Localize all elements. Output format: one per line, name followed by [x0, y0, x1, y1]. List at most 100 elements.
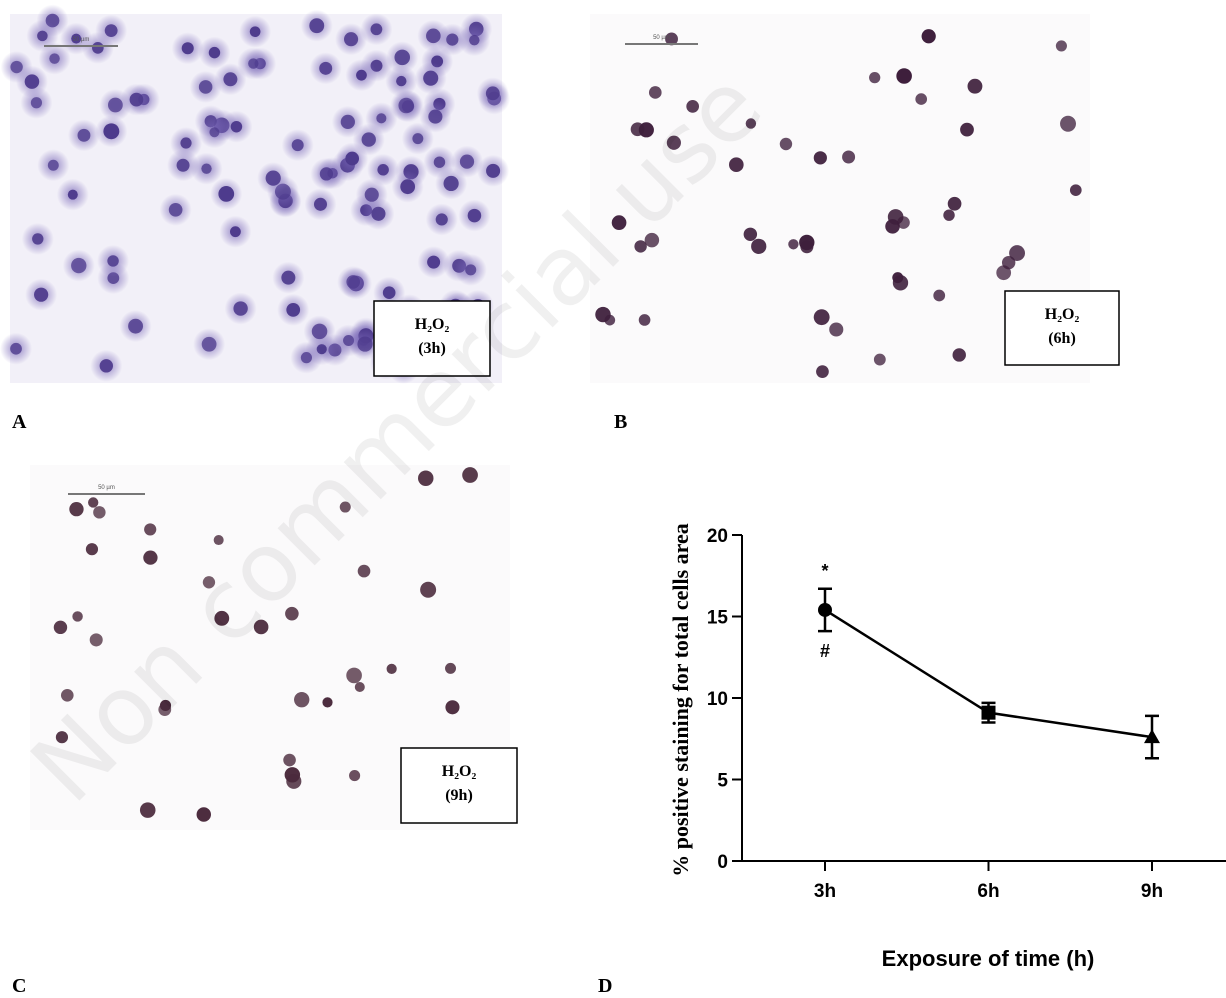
cell	[345, 151, 360, 166]
cell	[92, 42, 104, 54]
panel-label: C	[12, 975, 26, 997]
cell	[1055, 40, 1067, 52]
cell	[249, 26, 261, 38]
caption-box	[400, 747, 518, 824]
cell	[181, 42, 194, 55]
cell	[311, 323, 328, 340]
x-axis-title: Exposure of time (h)	[882, 946, 1095, 971]
cell	[103, 123, 120, 140]
cell	[34, 287, 49, 302]
annotation: #	[820, 641, 830, 661]
cell	[418, 470, 434, 486]
cell	[967, 78, 983, 94]
cell	[465, 264, 477, 276]
cell	[398, 97, 414, 114]
cell	[357, 336, 373, 352]
caption-line: H₂O₂	[415, 316, 450, 333]
cell	[129, 92, 144, 107]
cell	[382, 286, 396, 300]
cell	[400, 179, 416, 195]
cell	[213, 535, 224, 546]
cell	[107, 255, 119, 267]
cell	[107, 97, 123, 113]
cell	[816, 365, 829, 378]
cell	[364, 187, 379, 202]
cell	[71, 33, 82, 44]
cell	[779, 137, 793, 151]
cell	[139, 802, 156, 818]
cell	[933, 289, 946, 302]
panel-label: D	[598, 975, 612, 997]
scale-bar-label: 50 µm	[73, 37, 90, 43]
cell	[248, 58, 259, 69]
cell	[159, 699, 172, 712]
cell	[354, 681, 365, 693]
marker	[981, 705, 996, 720]
cell	[423, 70, 439, 86]
cell	[180, 137, 192, 149]
y-tick-label: 15	[707, 608, 729, 629]
cell	[996, 265, 1012, 281]
annotation: *	[821, 561, 828, 581]
cell	[634, 240, 647, 253]
cell	[284, 767, 301, 783]
cell	[30, 97, 43, 109]
cell	[644, 232, 660, 248]
cell	[223, 72, 238, 87]
x-tick-label: 3h	[814, 881, 836, 902]
cell	[915, 93, 928, 105]
cell	[85, 543, 99, 556]
cell	[873, 353, 886, 366]
cell	[386, 663, 397, 674]
cell	[896, 68, 912, 84]
y-tick-label: 20	[707, 526, 728, 547]
cell	[469, 34, 480, 46]
x-tick-label: 9h	[1141, 881, 1163, 902]
cell	[349, 770, 361, 782]
cell	[198, 80, 213, 94]
cell	[309, 18, 325, 34]
caption-box	[1004, 290, 1120, 366]
y-tick-label: 10	[707, 689, 728, 710]
cell	[638, 314, 651, 326]
cell	[144, 523, 157, 536]
cell	[55, 731, 69, 744]
cell	[686, 100, 700, 113]
cell	[10, 60, 23, 74]
cell	[281, 270, 296, 285]
cell	[428, 109, 443, 124]
cell	[370, 23, 383, 36]
cell	[1060, 115, 1076, 132]
cell	[467, 208, 482, 223]
cell	[230, 120, 243, 133]
cell	[665, 32, 678, 46]
cell	[214, 610, 230, 626]
caption-line: H₂O₂	[1045, 306, 1080, 323]
cell	[322, 697, 333, 708]
marker	[818, 602, 832, 617]
cell	[813, 151, 827, 165]
cell	[104, 24, 118, 38]
cell	[37, 30, 48, 42]
cell	[201, 163, 212, 174]
cell	[630, 122, 645, 137]
scale-bar-label: 50 µm	[653, 35, 670, 41]
cell	[229, 226, 241, 238]
cell	[412, 133, 424, 145]
cell	[396, 75, 407, 87]
cell	[885, 219, 900, 234]
cell	[376, 113, 387, 124]
cell	[283, 753, 296, 767]
cell	[1009, 245, 1025, 261]
cell	[24, 74, 40, 89]
cell	[339, 501, 351, 513]
cell	[71, 257, 87, 274]
cell	[313, 197, 328, 211]
caption-line: H₂O₂	[442, 763, 477, 780]
cell	[420, 581, 437, 598]
marker	[1144, 729, 1160, 744]
cell	[462, 467, 478, 483]
cell	[394, 49, 411, 66]
cell	[253, 619, 269, 635]
cell	[729, 157, 744, 173]
